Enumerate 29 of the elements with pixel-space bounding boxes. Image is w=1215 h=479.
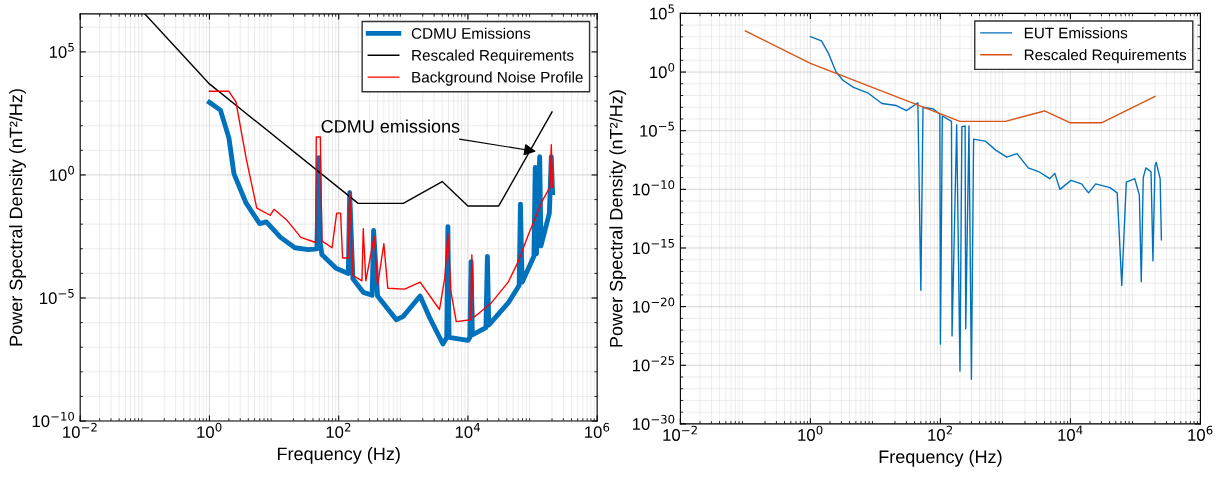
annotation: CDMU emissions (321, 119, 460, 133)
y-tick-label: 10$^{−15}$ (632, 239, 675, 255)
x-tick-label: 10$^{2}$ (928, 425, 953, 441)
x-tick-label: 10$^{6}$ (1188, 425, 1213, 441)
x-tick-label: 10$^{0}$ (197, 422, 222, 439)
legend-label: Rescaled Requirements (1024, 49, 1187, 64)
x-tick-label: 10$^{4}$ (455, 422, 481, 439)
y-tick-label: 10$^{−5}$ (640, 121, 674, 137)
y-axis-title: Power Spectral Density (nT²/Hz) (9, 89, 26, 346)
legend-label: Background Noise Profile (412, 71, 583, 86)
y-tick-label: 10$^{0}$ (49, 165, 75, 182)
y-tick-label: 10$^{−20}$ (632, 297, 675, 313)
y-tick-label: 10$^{−5}$ (40, 289, 74, 305)
y-tick-label: 10$^{−10}$ (632, 180, 675, 196)
legend-label: Rescaled Requirements (412, 49, 574, 64)
legend-label: EUT Emissions (1024, 27, 1128, 39)
x-tick-label: 10$^{6}$ (585, 422, 610, 439)
y-axis-title: Power Spectral Density (nT²/Hz) (609, 90, 627, 347)
y-tick-label: 10$^{5}$ (650, 4, 674, 20)
x-axis-title: Frequency (Hz) (277, 446, 400, 464)
x-tick-label: 10$^{0}$ (798, 425, 823, 441)
x-tick-label: 10$^{−2}$ (63, 422, 97, 439)
legend-label: CDMU Emissions (411, 27, 531, 39)
x-tick-label: 10$^{2}$ (326, 422, 351, 439)
y-tick-label: 10$^{0}$ (650, 62, 675, 79)
y-tick-label: 10$^{−25}$ (632, 356, 675, 372)
y-tick-label: 10$^{5}$ (49, 42, 74, 58)
x-tick-label: 10$^{4}$ (1058, 425, 1083, 441)
x-axis-title: Frequency (Hz) (879, 449, 1002, 467)
